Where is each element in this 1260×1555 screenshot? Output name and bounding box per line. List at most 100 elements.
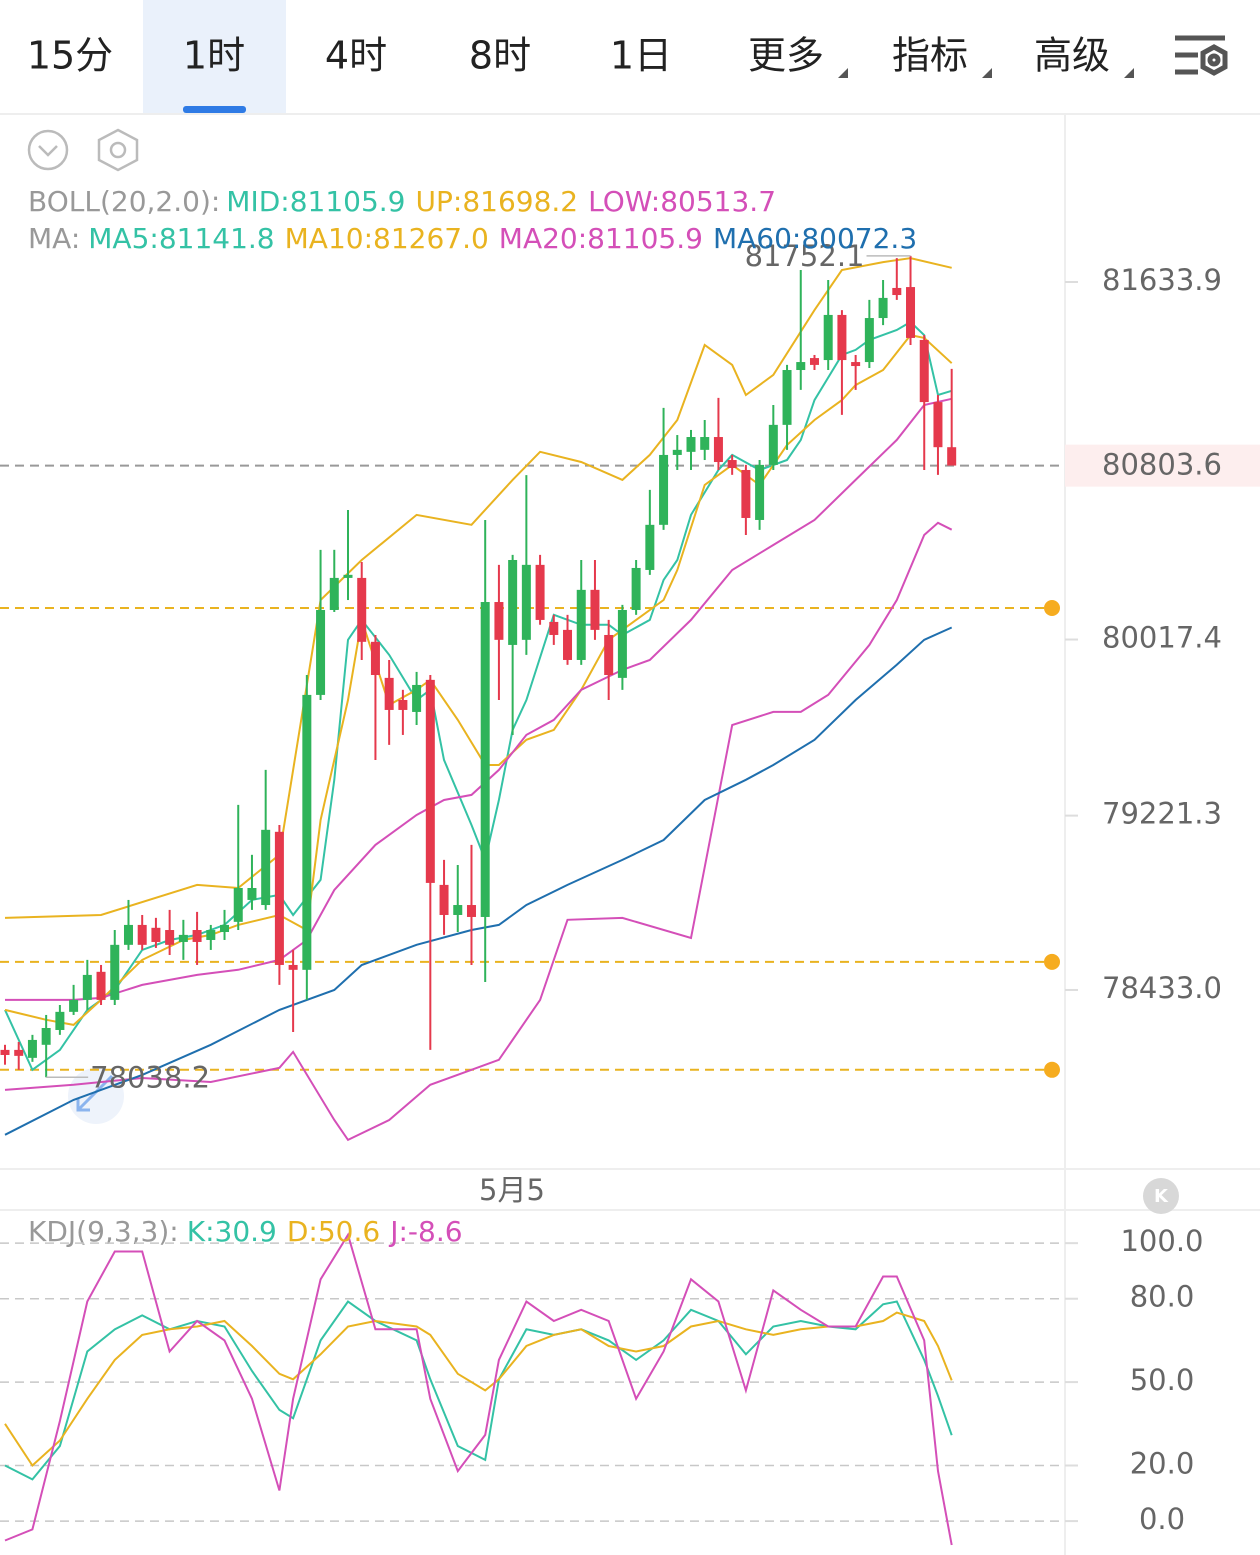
candle-body	[192, 930, 202, 942]
candle-body	[137, 924, 147, 945]
y-tick-label: 81633.9	[1102, 263, 1222, 297]
tab[interactable]: 更多	[748, 34, 824, 78]
date-label: 5月5	[479, 1173, 545, 1207]
min-label: 78038.2	[90, 1060, 210, 1094]
tab[interactable]: 1日	[610, 34, 672, 78]
candle-body	[563, 629, 573, 660]
candle-body	[316, 609, 326, 695]
price-line-handle[interactable]	[1044, 953, 1060, 970]
price-line-handle[interactable]	[1044, 599, 1060, 616]
collapse-icon[interactable]	[27, 129, 69, 171]
legend-entry: MA60:80072.3	[713, 222, 917, 255]
plot: 81633.9 80017.4 79221.3 78433.0 80803.6 81752…	[0, 239, 1260, 1546]
candle-body	[686, 437, 696, 452]
candle-body	[741, 469, 751, 518]
price-line-handle[interactable]	[1044, 1061, 1060, 1078]
legend-entry: D:50.6	[287, 1215, 380, 1248]
candle-body	[782, 370, 792, 425]
candle-body	[549, 621, 559, 635]
candle-body	[480, 602, 490, 917]
candle-body	[425, 679, 435, 883]
legend-entry: J:-8.6	[388, 1215, 462, 1248]
dropdown-caret	[1124, 68, 1134, 78]
current-price-bg	[1065, 444, 1260, 487]
candle-body	[617, 609, 627, 678]
candle-body	[466, 905, 476, 917]
candle-body	[261, 829, 271, 906]
candle-body	[384, 677, 394, 710]
candle-body	[878, 297, 888, 319]
candle-body	[906, 287, 916, 338]
candle-body	[370, 641, 380, 676]
candle-body	[247, 887, 257, 900]
dropdown-caret	[838, 68, 848, 78]
tab[interactable]: 1时	[183, 34, 245, 78]
current-price-label: 80803.6	[1102, 448, 1222, 482]
candle-body	[919, 339, 929, 403]
candle-body	[700, 437, 710, 450]
candle-body	[768, 424, 778, 465]
candle-body	[151, 927, 161, 942]
candle-body	[796, 362, 806, 371]
overlay-line	[4, 333, 953, 1026]
ma-label: MA:	[28, 222, 80, 255]
settings-icon[interactable]	[1175, 35, 1228, 76]
candle-body	[220, 924, 230, 933]
tab[interactable]: 8时	[469, 34, 531, 78]
dropdown-caret	[982, 68, 992, 78]
candle-body	[672, 449, 682, 455]
legend-entry: UP:81698.2	[416, 185, 579, 218]
legend-entry: MID:81105.9	[226, 185, 405, 218]
kdj-line	[4, 1311, 953, 1468]
y-tick-label: 50.0	[1130, 1363, 1195, 1397]
candle-body	[535, 564, 545, 620]
selected-tab-bg	[143, 0, 286, 113]
candle-body	[933, 402, 943, 448]
legend-entry: K:30.9	[187, 1215, 277, 1248]
candle-body	[69, 999, 79, 1012]
candle-body	[27, 1039, 37, 1058]
tab[interactable]: 高级	[1034, 34, 1110, 78]
tab[interactable]: 指标	[892, 34, 968, 78]
candle-body	[453, 905, 463, 915]
candle-body	[508, 559, 518, 645]
overlay-line	[4, 626, 953, 1136]
candle-body	[864, 318, 874, 363]
legend-entry: MA5:81141.8	[88, 222, 274, 255]
y-tick-label: 80.0	[1130, 1280, 1195, 1314]
candle-body	[0, 1049, 10, 1055]
settings-hex-icon[interactable]	[97, 128, 139, 172]
kdj-line	[4, 1232, 953, 1546]
candle-body	[809, 358, 819, 365]
candle-body	[837, 314, 847, 361]
candle-body	[41, 1027, 51, 1045]
y-tick-label: 80017.4	[1102, 621, 1222, 655]
candle-body	[576, 589, 586, 660]
candle-body	[178, 934, 188, 942]
candle-body	[165, 930, 175, 945]
max-label: 81752.1	[745, 239, 865, 273]
candle-body	[947, 447, 957, 466]
candle-body	[55, 1011, 65, 1030]
candle-body	[892, 287, 902, 296]
candle-body	[343, 574, 353, 578]
candle-body	[521, 564, 531, 640]
candle-body	[439, 884, 449, 915]
candle-body	[823, 314, 833, 361]
tab[interactable]: 15分	[27, 34, 113, 78]
candle-body	[82, 974, 92, 1000]
selected-tab-indicator	[183, 106, 246, 113]
candle-body	[494, 602, 504, 640]
tab[interactable]: 4时	[325, 34, 387, 78]
candle-body	[329, 577, 339, 610]
overlay-line	[5, 397, 952, 1001]
tab-bar: 15分 1时 4时 8时 1日 更多 指标 高级	[27, 34, 1134, 78]
kline-button[interactable]: K	[1143, 1178, 1179, 1214]
candle-body	[302, 694, 312, 970]
overlay-line	[4, 257, 952, 919]
candle-body	[645, 524, 655, 570]
candle-body	[398, 700, 408, 710]
candle-body	[123, 924, 133, 945]
y-tick-label: 20.0	[1130, 1446, 1195, 1480]
